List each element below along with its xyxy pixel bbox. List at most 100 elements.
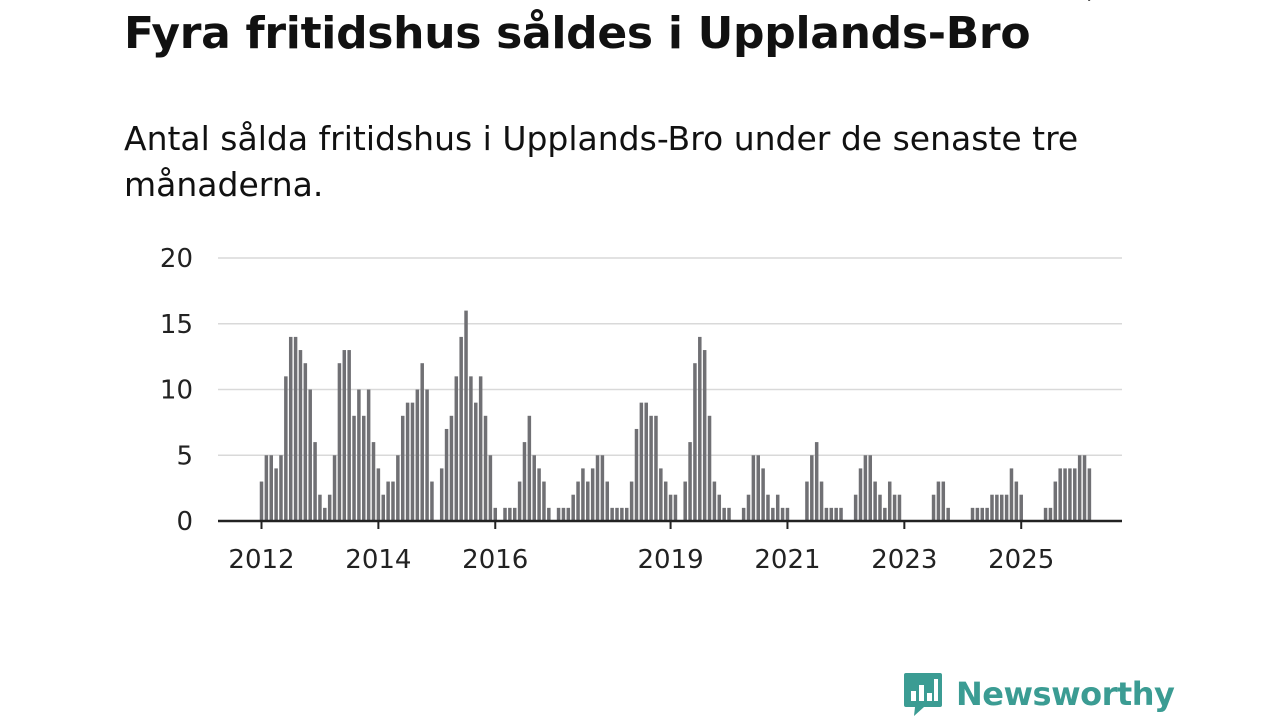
y-tick-label: 5 [176,441,193,471]
bar [756,455,760,521]
bar-chart: 0 5 10 15 20 2012 2014 2016 2019 2021 2023 2025 4 [160,0,1122,575]
bar [668,494,673,521]
bar [980,507,985,521]
bar [863,455,868,521]
brand-logo: Newsworthy [902,670,1175,718]
chart-title: Fyra fritidshus såldes i Upplands-Bro [124,8,1031,59]
bar [600,455,605,521]
bar [386,481,390,521]
bar [430,481,434,521]
bar [293,336,298,521]
bar [352,415,356,521]
bar [858,468,863,521]
bar [698,336,702,521]
annotations: 4 [1088,0,1109,6]
bar [483,415,488,521]
bar [410,402,415,521]
bar [357,389,361,521]
bar [405,402,410,521]
x-tick-label: 2021 [754,545,820,575]
bar [332,455,337,521]
bar [702,350,707,521]
bar [566,507,571,521]
bar [1058,468,1062,521]
bar [396,455,400,521]
bar [887,481,892,521]
bar [717,494,722,521]
bar [400,415,405,521]
bar [517,481,522,521]
bar [532,455,536,521]
bar [766,494,770,521]
bar [883,507,887,521]
bar [785,507,790,521]
bar [415,389,420,521]
bar [1068,468,1072,521]
bar [995,494,999,521]
bar [449,415,454,521]
newsworthy-logo-icon [904,673,942,716]
bar [488,455,493,521]
bar [824,507,829,521]
bar [469,376,473,521]
bar [522,442,527,521]
bar [425,389,429,521]
x-tick-label: 2012 [228,545,294,575]
bar [527,415,532,521]
bar [970,507,975,521]
bar [571,494,575,521]
bar [693,363,697,521]
bar [269,455,273,521]
y-tick-label: 0 [176,507,193,537]
bar [610,507,614,521]
bar [615,507,619,521]
bar [595,455,600,521]
bar [274,468,278,521]
bar [946,507,950,521]
bar [556,507,561,521]
bar [1073,468,1077,521]
bar [673,494,678,521]
bar [313,442,317,521]
bar [620,507,624,521]
bar [444,428,449,521]
bars [259,310,1092,521]
bar [366,389,371,521]
bar [493,507,498,521]
bar [362,415,366,521]
bar [707,415,712,521]
brand-name: Newsworthy [956,675,1175,713]
bar [508,507,512,521]
bar [376,468,381,521]
bar [649,415,653,521]
bar [303,363,308,521]
bar [892,494,897,521]
bar [1087,468,1092,521]
bar [629,481,634,521]
bar [814,442,819,521]
bar [1019,494,1023,521]
bar [990,494,994,521]
bar [746,494,751,521]
bar [323,507,327,521]
bar [605,481,610,521]
bar [659,468,663,521]
y-tick-label: 20 [160,244,193,274]
bar [931,494,936,521]
bar [420,363,424,521]
bar [634,428,639,521]
bar [259,481,264,521]
bar [722,507,726,521]
bar [819,481,824,521]
bar [1009,468,1014,521]
bar [853,494,858,521]
bar [439,468,444,521]
bar [873,481,877,521]
bar [654,415,658,521]
bar [503,507,507,521]
bar [941,481,946,521]
bar [829,507,834,521]
bar [308,389,312,521]
bar [264,455,269,521]
bar [751,455,756,521]
